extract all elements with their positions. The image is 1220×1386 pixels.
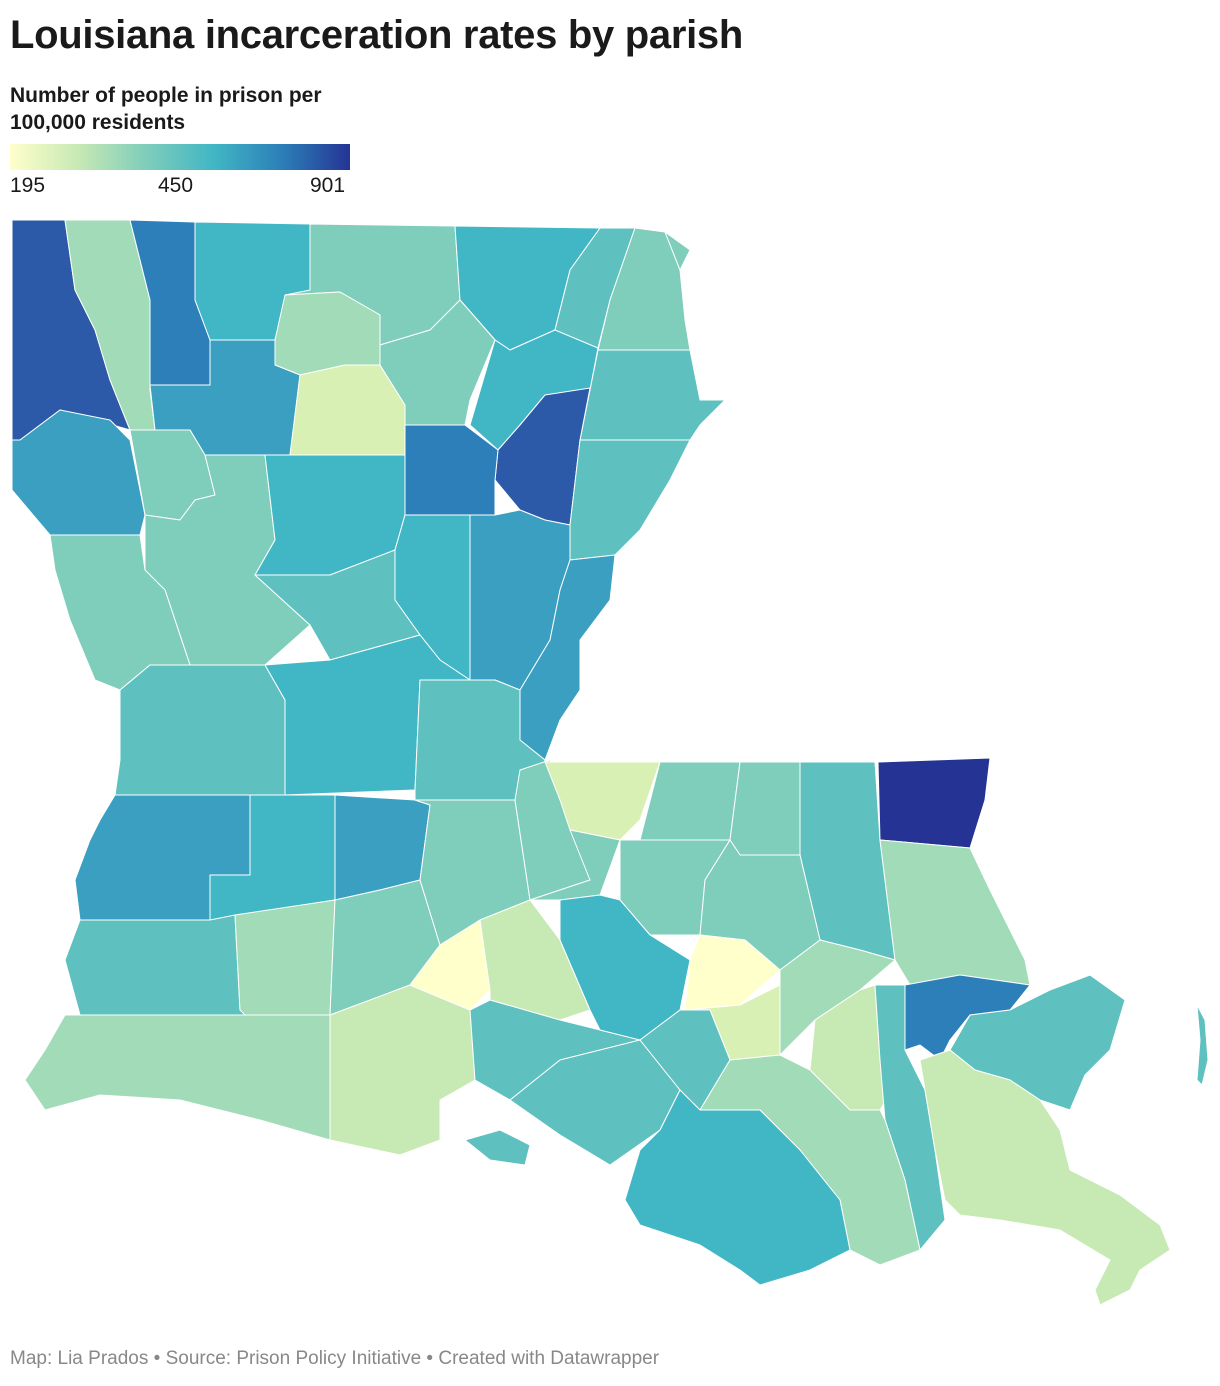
legend-max-label: 901	[310, 174, 346, 197]
legend-color-ramp	[10, 144, 350, 170]
parish-de-soto[interactable]	[11, 409, 146, 536]
parish-tensas[interactable]	[569, 439, 691, 561]
parish-marsh-island[interactable]	[464, 1129, 531, 1166]
parish-concordia[interactable]	[519, 554, 616, 761]
parish-st-tammany[interactable]	[879, 839, 1031, 986]
parish-washington[interactable]	[877, 757, 991, 849]
footer-attribution: Map: Lia Prados • Source: Prison Policy …	[10, 1348, 659, 1370]
parish-avoyelles[interactable]	[414, 679, 546, 801]
parish-terrebonne[interactable]	[624, 1089, 851, 1286]
footer-tool: Created with Datawrapper	[438, 1348, 660, 1369]
footer-separator: •	[148, 1348, 166, 1369]
parish-orleans[interactable]	[904, 974, 1031, 1061]
parish-grant[interactable]	[254, 549, 421, 661]
footer-credit: Map: Lia Prados	[10, 1348, 149, 1369]
legend-min-label: 195	[10, 174, 46, 197]
parish-calcasieu[interactable]	[64, 914, 266, 1016]
parish-vermilion[interactable]	[329, 984, 476, 1156]
parish-st-helena[interactable]	[729, 761, 801, 856]
parish-st-martin-north[interactable]	[479, 899, 591, 1021]
parish-east-carroll-river[interactable]	[664, 231, 691, 271]
parish-ouachita[interactable]	[379, 299, 496, 426]
parish-chandeleur-islands[interactable]	[1196, 1004, 1209, 1086]
footer-separator: •	[421, 1348, 439, 1369]
legend-title: Number of people in prison per 100,000 r…	[10, 84, 322, 134]
map-title: Louisiana incarceration rates by parish	[10, 13, 744, 57]
parish-lafayette[interactable]	[409, 919, 491, 1011]
footer-source: Source: Prison Policy Initiative	[165, 1348, 422, 1369]
parish-jackson[interactable]	[289, 364, 406, 456]
legend-mid-label: 450	[158, 174, 194, 197]
parish-plaquemines[interactable]	[919, 1049, 1171, 1306]
louisiana-parish-map	[11, 219, 1209, 1306]
parish-vernon[interactable]	[114, 664, 286, 796]
parish-cameron[interactable]	[24, 1014, 331, 1141]
parish-madison[interactable]	[579, 349, 726, 441]
parish-caldwell[interactable]	[404, 424, 499, 516]
parish-jeff-davis[interactable]	[234, 899, 336, 1016]
